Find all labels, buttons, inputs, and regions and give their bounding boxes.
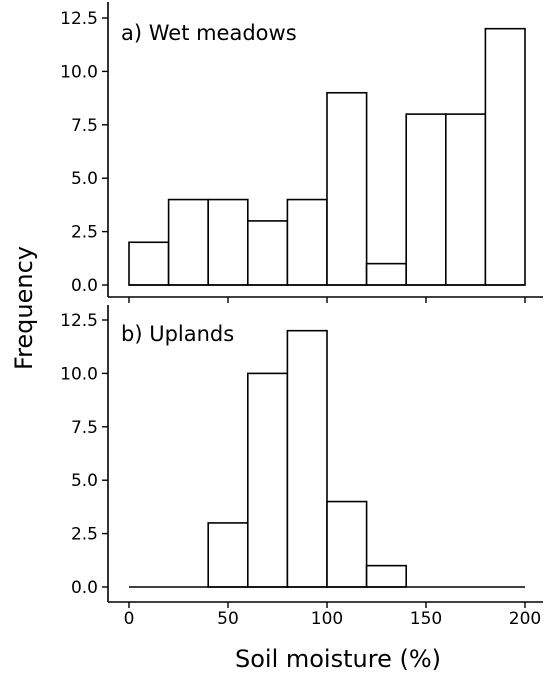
bar-wet-meadows-140-160 (405, 113, 447, 286)
y-tick-label: 2.5 (71, 525, 98, 545)
bar-wet-meadows-120-140 (365, 262, 408, 286)
bar-wet-meadows-20-40 (167, 198, 210, 286)
y-tick-label: 7.5 (71, 116, 98, 136)
y-tick-label: 10.0 (60, 364, 98, 384)
x-tick-label: 0 (124, 609, 135, 629)
x-axis-title: Soil moisture (%) (235, 645, 441, 673)
x-tick-label: 100 (311, 609, 343, 629)
y-tick-label: 10.0 (60, 62, 98, 82)
panel-title-wet-meadows: a) Wet meadows (121, 21, 297, 45)
bar-wet-meadows-180-200 (484, 27, 526, 286)
bar-uplands-60-80 (247, 372, 289, 588)
y-tick-label: 0.0 (71, 578, 98, 598)
y-tick-label: 5.0 (71, 471, 98, 491)
bar-wet-meadows-100-120 (326, 91, 368, 286)
bar-wet-meadows-60-80 (247, 220, 289, 286)
bar-uplands-40-60 (207, 522, 249, 588)
y-tick-label: 7.5 (71, 418, 98, 438)
bar-wet-meadows-0-20 (128, 241, 170, 286)
y-tick-label: 12.5 (60, 311, 98, 331)
bar-uplands-120-140 (365, 564, 408, 588)
panel-title-uplands: b) Uplands (121, 322, 234, 346)
bar-wet-meadows-80-100 (286, 198, 328, 286)
panel-wet-meadows: a) Wet meadows 0.0 2.5 5.0 7.5 10.0 12.5 (60, 2, 543, 303)
y-axis-title: Frequency (10, 246, 38, 370)
x-tick-label: 150 (410, 609, 442, 629)
y-tick-label: 12.5 (60, 9, 98, 29)
bar-uplands-100-120 (326, 500, 368, 588)
x-tick-label: 200 (509, 609, 541, 629)
bar-wet-meadows-160-180 (444, 113, 487, 286)
y-tick-label: 0.0 (71, 276, 98, 296)
panel-uplands: b) Uplands 0.0 2.5 5.0 7.5 10.0 12.5 0 50 100 150… (60, 305, 543, 629)
y-tick-label: 5.0 (71, 169, 98, 189)
y-tick-label: 2.5 (71, 223, 98, 243)
bar-wet-meadows-40-60 (207, 198, 249, 286)
bar-uplands-80-100 (286, 329, 328, 588)
x-tick-label: 50 (217, 609, 239, 629)
